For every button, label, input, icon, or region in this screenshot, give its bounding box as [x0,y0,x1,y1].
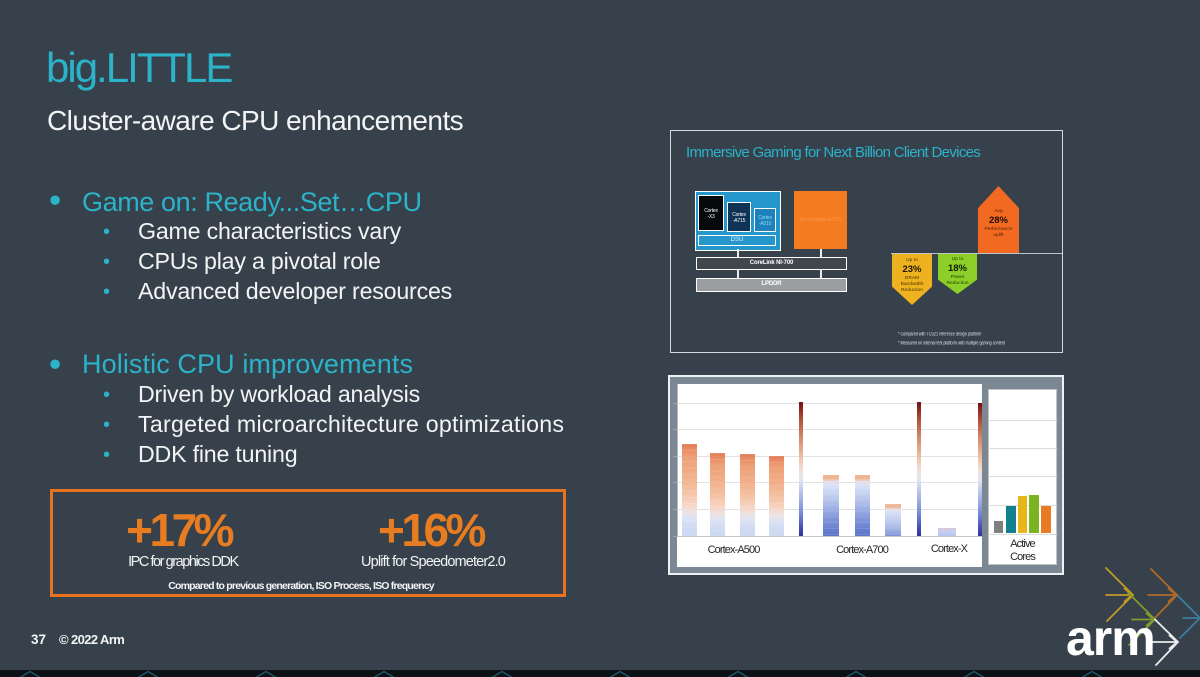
svg-text:arm: arm [1066,610,1155,666]
